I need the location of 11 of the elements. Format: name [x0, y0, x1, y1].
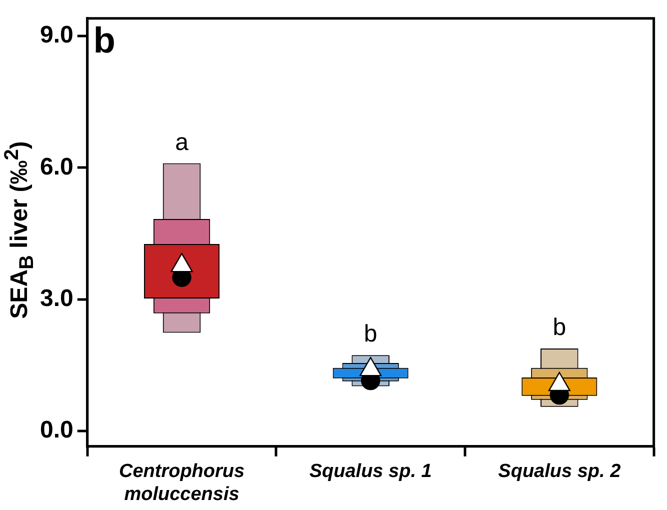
- y-tick-label: 6.0: [40, 153, 74, 180]
- annotation: a: [175, 128, 190, 156]
- annotation: b: [552, 314, 566, 342]
- y-tick-label: 0.0: [40, 416, 74, 444]
- annotation: b: [93, 19, 116, 60]
- x-tick-label: Squalus sp. 2: [498, 461, 622, 482]
- y-tick-label: 9.0: [40, 22, 74, 49]
- annotation: b: [364, 320, 378, 348]
- y-tick-label: 3.0: [40, 284, 74, 312]
- x-tick-label: Squalus sp. 1: [309, 461, 432, 482]
- x-tick-label: Centrophorus moluccensis: [118, 461, 245, 505]
